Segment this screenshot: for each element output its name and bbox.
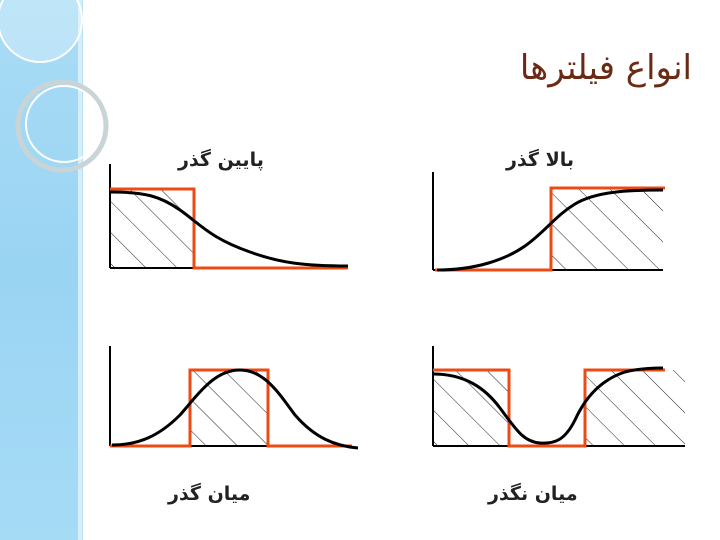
bandpass-label: میان گذر	[168, 483, 251, 505]
bandstop-real-response	[432, 366, 664, 445]
bandpass-real-response	[111, 368, 359, 450]
deco-circle-middle	[15, 79, 109, 173]
lowpass-hatch	[110, 190, 194, 268]
lowpass-real-response	[109, 190, 349, 268]
lowpass-label: پایین گذر	[178, 149, 264, 171]
highpass-plot	[432, 172, 665, 272]
bandstop-label: میان نگذر	[488, 483, 578, 505]
highpass-label: بالا گذر	[506, 149, 574, 171]
slide-title: انواع فیلترها	[519, 48, 692, 88]
bandpass-plot	[109, 346, 359, 450]
bandstop-plot	[432, 346, 685, 448]
lowpass-plot	[109, 164, 349, 270]
bandpass-ideal-response	[110, 368, 352, 448]
highpass-hatch	[551, 188, 663, 270]
bandstop-hatch-right	[585, 370, 685, 446]
decorative-circles	[0, 0, 109, 173]
deco-circle-inner	[25, 85, 103, 163]
highpass-ideal-response	[435, 186, 665, 272]
sidebar-edge	[78, 0, 82, 540]
bandstop-ideal-response	[433, 368, 665, 448]
lowpass-ideal-response	[110, 187, 348, 270]
deco-circle-top	[0, 0, 83, 63]
sidebar-edge-line	[82, 0, 83, 540]
highpass-real-response	[436, 188, 664, 272]
bandpass-hatch	[190, 370, 268, 446]
